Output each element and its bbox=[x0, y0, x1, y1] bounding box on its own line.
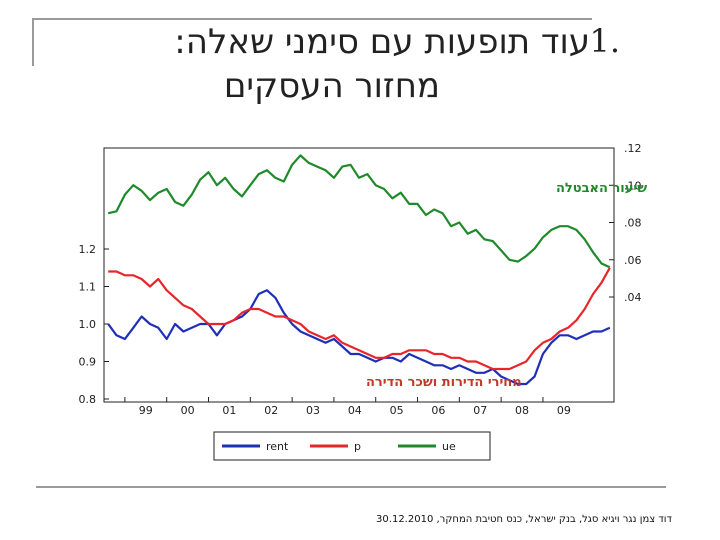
left-axis-tick-label: 1.1 bbox=[79, 281, 97, 294]
plot-frame bbox=[103, 147, 615, 403]
x-axis-tick-label: 03 bbox=[306, 404, 320, 417]
legend-label-rent: rent bbox=[266, 440, 289, 453]
slide-number: 1. bbox=[589, 22, 620, 60]
left-axis-tick-label: 1.2 bbox=[79, 243, 97, 256]
series-line-rent bbox=[107, 289, 611, 386]
slide-title: עוד תופעות עם סימני שאלה: bbox=[174, 22, 590, 62]
x-axis-tick-label: 99 bbox=[139, 404, 153, 417]
legend-label-p: p bbox=[354, 440, 361, 453]
right-axis-tick-label: .04 bbox=[624, 291, 642, 304]
footer-credit: דוד צמן נגר ויגיא סגל, בנק ישראל, כנס חט… bbox=[376, 514, 672, 525]
footer-rule bbox=[36, 486, 666, 488]
right-axis-tick-label: .08 bbox=[624, 217, 642, 230]
x-axis-tick-label: 09 bbox=[557, 404, 571, 417]
title-frame-left bbox=[32, 18, 34, 66]
right-axis-tick-label: .12 bbox=[624, 142, 642, 155]
right-axis-tick-label: .06 bbox=[624, 254, 642, 267]
left-axis-tick-label: 0.8 bbox=[79, 393, 97, 406]
right-axis-tick-label: .10 bbox=[624, 179, 642, 192]
x-axis-tick-label: 01 bbox=[222, 404, 236, 417]
slide-subtitle: מחזור העסקים bbox=[223, 66, 440, 106]
x-axis-tick-label: 07 bbox=[473, 404, 487, 417]
left-axis-tick-label: 0.9 bbox=[79, 356, 97, 369]
series-line-ue bbox=[107, 154, 611, 269]
x-axis-tick-label: 02 bbox=[264, 404, 278, 417]
x-axis-tick-label: 04 bbox=[348, 404, 362, 417]
x-axis-tick-label: 05 bbox=[390, 404, 404, 417]
title-frame-top bbox=[32, 18, 592, 20]
series-line-p bbox=[108, 267, 611, 371]
legend-label-ue: ue bbox=[442, 440, 456, 453]
x-axis-tick-label: 00 bbox=[181, 404, 195, 417]
annotation-unemployment: שיעור האבטלה bbox=[556, 181, 647, 196]
x-axis-tick-label: 08 bbox=[515, 404, 529, 417]
left-axis-tick-label: 1.0 bbox=[79, 318, 97, 331]
x-axis-tick-label: 06 bbox=[431, 404, 445, 417]
annotation-housing: מחירי הדירות ושכר הדירה bbox=[366, 375, 522, 390]
